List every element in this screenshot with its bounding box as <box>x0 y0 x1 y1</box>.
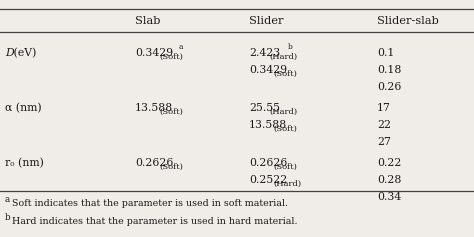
Text: 0.18: 0.18 <box>377 65 401 75</box>
Text: r₀ (nm): r₀ (nm) <box>5 158 44 168</box>
Text: 0.1: 0.1 <box>377 48 394 58</box>
Text: Slider-slab: Slider-slab <box>377 16 439 26</box>
Text: Slab: Slab <box>135 16 161 26</box>
Text: 0.28: 0.28 <box>377 175 401 185</box>
Text: (Soft): (Soft) <box>273 125 297 133</box>
Text: 27: 27 <box>377 137 391 147</box>
Text: a: a <box>5 195 10 204</box>
Text: 0.3429: 0.3429 <box>249 65 287 75</box>
Text: (Soft): (Soft) <box>159 108 183 116</box>
Text: 0.2522: 0.2522 <box>249 175 287 185</box>
Text: 22: 22 <box>377 120 391 130</box>
Text: b: b <box>5 213 10 222</box>
Text: (Hard): (Hard) <box>269 53 297 61</box>
Text: 0.2626: 0.2626 <box>135 158 173 168</box>
Text: (Soft): (Soft) <box>273 70 297 78</box>
Text: (Soft): (Soft) <box>273 163 297 171</box>
Text: 25.55: 25.55 <box>249 103 280 113</box>
Text: D: D <box>5 48 13 58</box>
Text: (Hard): (Hard) <box>273 180 301 188</box>
Text: 0.2626: 0.2626 <box>249 158 287 168</box>
Text: 0.3429: 0.3429 <box>135 48 173 58</box>
Text: Hard indicates that the parameter is used in hard material.: Hard indicates that the parameter is use… <box>12 217 297 226</box>
Text: 13.588: 13.588 <box>135 103 173 113</box>
Text: 0.26: 0.26 <box>377 82 401 92</box>
Text: (Hard): (Hard) <box>269 108 297 116</box>
Text: 13.588: 13.588 <box>249 120 287 130</box>
Text: 2.423: 2.423 <box>249 48 280 58</box>
Text: b: b <box>288 43 292 51</box>
Text: 17: 17 <box>377 103 391 113</box>
Text: (eV): (eV) <box>9 48 36 59</box>
Text: Soft indicates that the parameter is used in soft material.: Soft indicates that the parameter is use… <box>12 199 288 208</box>
Text: (Soft): (Soft) <box>159 53 183 61</box>
Text: 0.22: 0.22 <box>377 158 401 168</box>
Text: Slider: Slider <box>249 16 283 26</box>
Text: a: a <box>178 43 182 51</box>
Text: α (nm): α (nm) <box>5 103 41 113</box>
Text: (Soft): (Soft) <box>159 163 183 171</box>
Text: 0.34: 0.34 <box>377 192 401 202</box>
